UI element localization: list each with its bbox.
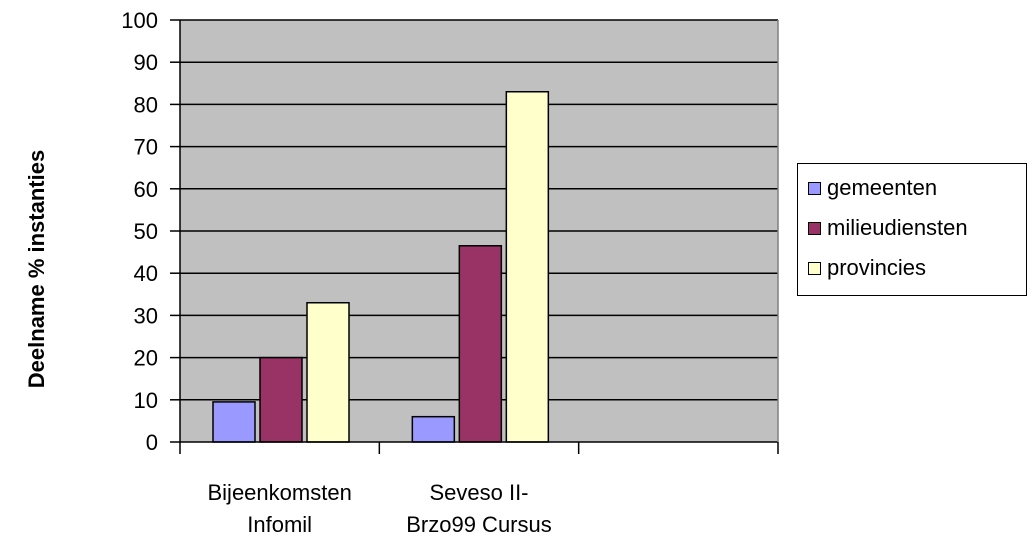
legend-swatch bbox=[808, 181, 821, 195]
y-tick-label: 10 bbox=[134, 388, 158, 413]
y-tick-label: 20 bbox=[134, 346, 158, 371]
y-tick-label: 60 bbox=[134, 177, 158, 202]
y-tick-label: 100 bbox=[121, 8, 158, 33]
bar-gemeenten bbox=[212, 401, 256, 443]
y-axis-label: Deelname % instanties bbox=[24, 150, 49, 388]
legend-label: gemeenten bbox=[827, 175, 938, 200]
bar-gemeenten bbox=[411, 415, 456, 443]
y-tick-labels: 0 10 20 30 40 50 60 70 80 90 100 bbox=[121, 8, 158, 455]
legend-item-milieudiensten: milieudiensten bbox=[808, 213, 968, 243]
y-tick-label: 50 bbox=[134, 219, 158, 244]
bar-milieudiensten bbox=[458, 245, 503, 443]
bars bbox=[212, 90, 550, 443]
bar-provincies bbox=[505, 90, 550, 443]
x-tick-labels: Bijeenkomsten Infomil Seveso II- Brzo99 Cur… bbox=[208, 480, 552, 537]
y-tick-label: 80 bbox=[134, 92, 158, 117]
y-tick-label: 90 bbox=[134, 50, 158, 75]
legend-label: milieudiensten bbox=[827, 215, 968, 240]
legend-item-gemeenten: gemeenten bbox=[808, 173, 937, 203]
x-category-label: Bijeenkomsten bbox=[208, 480, 352, 505]
y-tick-label: 40 bbox=[134, 261, 158, 286]
legend-label: provincies bbox=[827, 255, 927, 280]
legend-item-provincies: provincies bbox=[808, 253, 926, 283]
bar-provincies bbox=[306, 301, 350, 443]
legend-swatch bbox=[808, 261, 821, 275]
y-tick-label: 70 bbox=[134, 135, 158, 160]
y-tick-label: 0 bbox=[146, 430, 158, 455]
x-category-label: Infomil bbox=[247, 512, 312, 537]
legend: gemeenten milieudiensten provincies bbox=[797, 163, 1027, 296]
y-tick-label: 30 bbox=[134, 303, 158, 328]
bar-milieudiensten bbox=[259, 356, 303, 443]
x-category-label: Seveso II- bbox=[429, 480, 528, 505]
x-category-label: Brzo99 Cursus bbox=[406, 512, 552, 537]
axes bbox=[179, 20, 779, 454]
legend-swatch bbox=[808, 221, 821, 235]
